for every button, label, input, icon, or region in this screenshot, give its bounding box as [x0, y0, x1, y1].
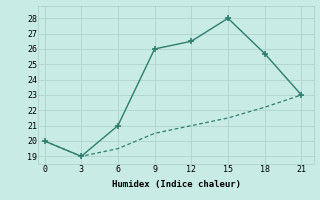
X-axis label: Humidex (Indice chaleur): Humidex (Indice chaleur): [111, 180, 241, 189]
